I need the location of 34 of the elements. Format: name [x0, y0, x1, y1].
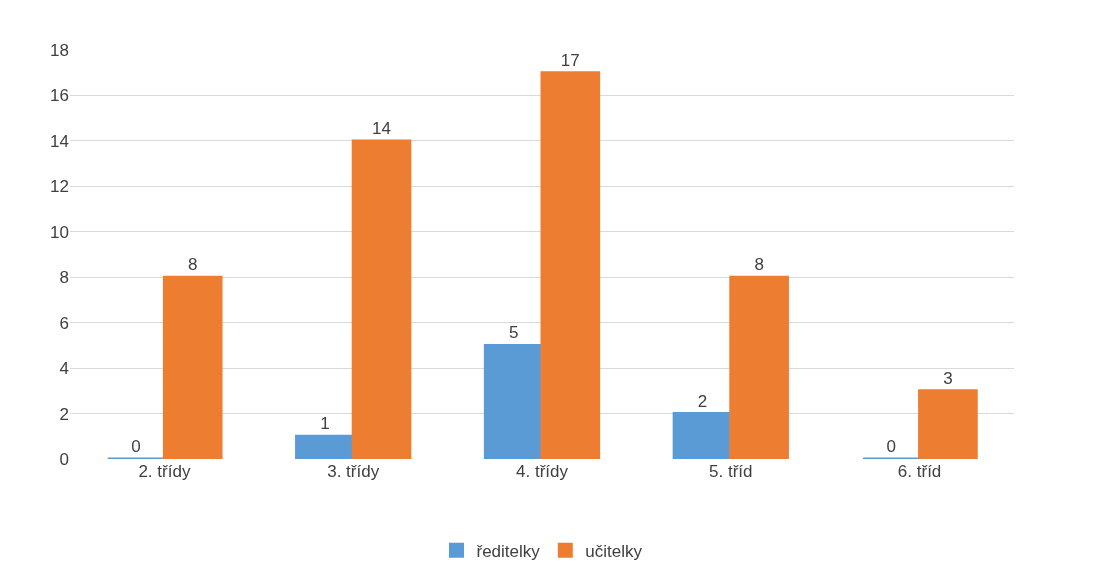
x-tick-label: 6. tříd: [897, 462, 942, 481]
data-label: 5: [508, 323, 519, 343]
bar: [162, 275, 223, 459]
bar: [540, 71, 601, 459]
y-tick-label: 4: [59, 359, 69, 379]
y-tick-label: 12: [50, 177, 69, 197]
y-tick-label: 0: [59, 449, 69, 469]
data-label: 17: [560, 50, 580, 70]
bar: [918, 389, 978, 459]
data-label: 8: [187, 255, 198, 275]
legend-label: ředitelky: [476, 541, 541, 561]
y-tick-label: 16: [50, 86, 69, 106]
data-label: 3: [943, 368, 953, 388]
x-tick-label: 4. třídy: [516, 462, 569, 481]
y-tick-label: 2: [59, 404, 69, 424]
x-tick-label: 2. třídy: [138, 462, 191, 481]
y-tick-label: 6: [59, 313, 69, 333]
y-tick-label: 10: [50, 222, 69, 242]
data-label: 14: [372, 118, 391, 138]
bar: [295, 434, 355, 459]
bar: [483, 343, 544, 459]
legend-label: učitelky: [585, 541, 643, 561]
data-label: 2: [697, 391, 708, 411]
data-label: 0: [131, 437, 141, 456]
x-tick-label: 5. tříd: [709, 462, 753, 481]
data-label: 1: [320, 414, 330, 434]
y-tick-label: 14: [50, 131, 69, 151]
data-label: 0: [886, 437, 897, 456]
data-label: 8: [754, 255, 764, 275]
y-tick-label: 18: [50, 40, 69, 60]
y-tick-label: 8: [59, 268, 69, 288]
bar: [351, 139, 412, 459]
x-tick-label: 3. třídy: [327, 462, 380, 481]
bar: [729, 275, 789, 459]
